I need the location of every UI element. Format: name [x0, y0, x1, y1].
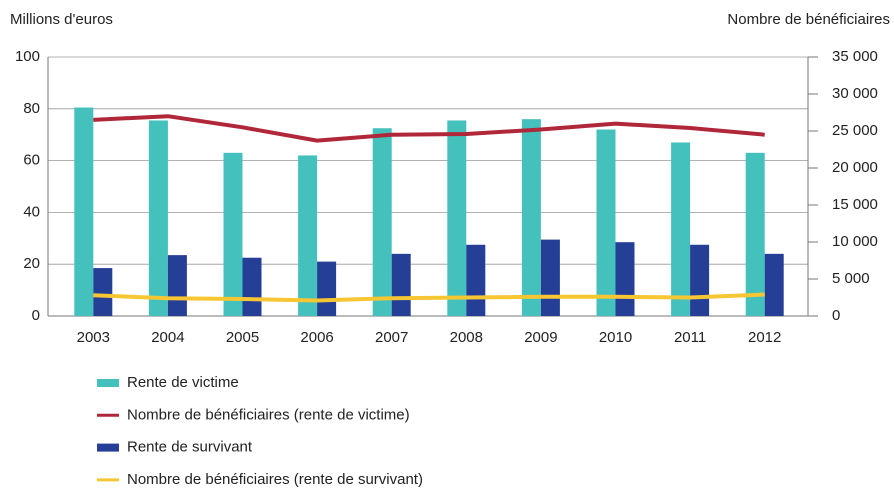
x-tick-label: 2005 [226, 329, 259, 346]
y2-tick-label: 5 000 [832, 270, 870, 287]
legend-label: Rente de victime [127, 374, 239, 391]
bar [372, 128, 392, 316]
bar [242, 257, 262, 316]
bar [447, 120, 467, 316]
x-tick-label: 2007 [375, 329, 408, 346]
y-tick-label: 20 [23, 255, 40, 272]
x-tick-label: 2012 [748, 329, 781, 346]
x-tick-label: 2009 [524, 329, 557, 346]
legend-label: Nombre de bénéficiaires (rente de surviv… [127, 471, 423, 488]
legend-label: Rente de survivant [127, 439, 253, 456]
bar [391, 253, 411, 316]
bar [521, 119, 541, 316]
bar [74, 107, 94, 316]
y-tick-label: 60 [23, 152, 40, 169]
y-tick-label: 80 [23, 100, 40, 117]
y-axis-title: Millions d'euros [10, 11, 113, 28]
legend-swatch [97, 379, 119, 387]
bar [93, 268, 113, 316]
x-tick-label: 2011 [674, 329, 706, 346]
bar [540, 239, 560, 316]
bar [690, 244, 710, 316]
y-tick-label: 0 [32, 307, 40, 324]
line [93, 114, 765, 143]
y2-tick-label: 20 000 [832, 159, 878, 176]
y2-tick-label: 25 000 [832, 122, 878, 139]
y2-tick-label: 30 000 [832, 85, 878, 102]
bar [223, 152, 243, 316]
y2-axis-title: Nombre de bénéficiaires [727, 11, 890, 28]
y2-tick-label: 10 000 [832, 233, 878, 250]
x-tick-label: 2003 [77, 329, 110, 346]
x-tick-label: 2008 [450, 329, 483, 346]
bar [298, 155, 318, 316]
bar [317, 261, 337, 316]
bar [615, 242, 635, 316]
y-tick-label: 100 [15, 48, 40, 65]
legend-label: Nombre de bénéficiaires (rente de victim… [127, 406, 410, 423]
bar [764, 253, 784, 316]
bar [167, 255, 187, 316]
bar [596, 129, 616, 316]
bar [671, 142, 691, 316]
line [93, 292, 765, 303]
bar [466, 244, 486, 316]
bar [745, 152, 765, 316]
legend-swatch [97, 443, 119, 452]
y2-tick-label: 0 [832, 307, 840, 324]
x-tick-label: 2006 [300, 329, 333, 346]
bar [148, 120, 168, 316]
y-tick-label: 40 [23, 203, 40, 220]
x-tick-label: 2010 [599, 329, 632, 346]
y2-tick-label: 15 000 [832, 196, 878, 213]
x-tick-label: 2004 [151, 329, 184, 346]
y2-tick-label: 35 000 [832, 48, 878, 65]
